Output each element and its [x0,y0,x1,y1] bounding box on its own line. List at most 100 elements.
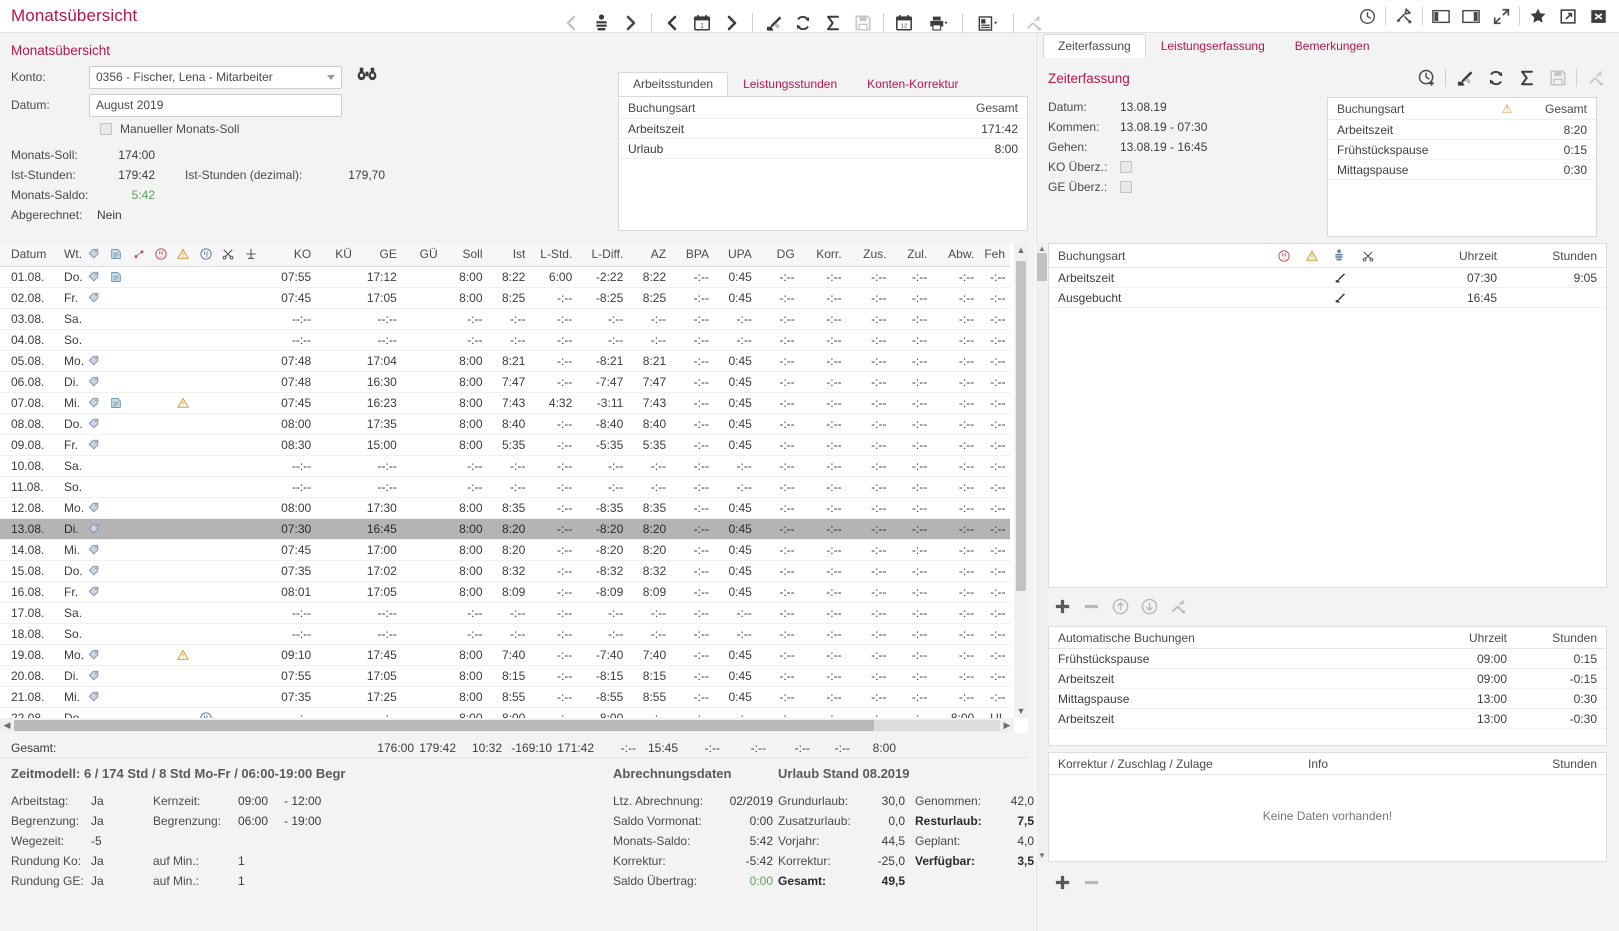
info-icon[interactable] [199,243,223,267]
overtime-checkbox[interactable] [1120,161,1132,173]
col-upa[interactable]: UPA [713,243,757,267]
remove-korrektur-icon[interactable] [1077,868,1106,896]
table-row[interactable]: Arbeitszeit 8:20 [1328,120,1596,140]
col-soll[interactable]: Soll [442,243,488,267]
scroll-right-icon[interactable]: ▶ [1003,720,1011,730]
move-up-icon[interactable] [1106,592,1135,620]
document-icon[interactable] [110,266,133,288]
warning-icon[interactable] [177,392,200,414]
tools-icon[interactable] [1389,3,1419,29]
panel-right-icon[interactable] [1456,3,1486,29]
tag-icon[interactable] [87,287,111,309]
right-panel-scrollbar[interactable]: ▲ ▼ [1036,243,1048,862]
col-zul[interactable]: Zul. [891,243,933,267]
konto-select[interactable]: 0356 - Fischer, Lena - Mitarbeiter [89,65,342,89]
table-row[interactable]: 06.08. Di. 07:48 16:30 8:00 7:47 -:-- -7:47 7:47… [0,371,1010,393]
table-row[interactable]: 09.08. Fr. 08:30 15:00 8:00 5:35 -:-- -5:35 5:35… [0,434,1010,456]
prev-month-button[interactable] [657,8,687,38]
col-l-std[interactable]: L-Std. [530,243,578,267]
close-icon[interactable] [1583,3,1613,29]
tag-icon[interactable] [87,665,111,687]
tag-icon[interactable] [87,243,111,267]
move-down-icon[interactable] [1135,592,1164,620]
tag-icon[interactable] [87,371,111,393]
settings-wrench-icon[interactable] [1164,592,1193,620]
refresh-icon[interactable] [1480,65,1511,91]
tag-icon[interactable] [87,350,111,372]
datum-input[interactable] [89,93,342,117]
binoculars-icon[interactable] [357,66,377,81]
month-grid-container[interactable]: Datum Wt. KO KÜ GE GÜ Soll Ist L-Std. L-Diff. AZ BP… [0,243,1028,733]
save-icon[interactable] [1542,65,1573,91]
plane-icon[interactable] [244,243,272,267]
next-month-button[interactable] [717,8,747,38]
manueller-monatssoll-checkbox[interactable] [100,123,112,135]
col-ko[interactable]: KO [271,243,317,267]
tag-icon[interactable] [87,266,111,288]
tag-icon[interactable] [87,413,111,435]
tag-icon[interactable] [87,539,111,561]
col-abw[interactable]: Abw. [932,243,980,267]
add-korrektur-icon[interactable] [1048,868,1077,896]
table-row[interactable]: Arbeitszeit 171:42 [619,119,1027,139]
warning-icon[interactable] [177,243,200,267]
table-row[interactable]: Mittagspause 0:30 [1328,160,1596,180]
table-row[interactable]: 11.08. So. --:-- --:-- -:-- -:-- -:-- -:-- -:-- -… [0,476,1010,498]
col-k[interactable]: KÜ [316,243,357,267]
add-booking-icon[interactable] [1048,592,1077,620]
col-zus[interactable]: Zus. [846,243,892,267]
settings-wrench-icon[interactable] [1580,65,1611,91]
calendar-day-icon[interactable]: 1 [687,8,717,38]
grid-horizontal-scrollbar[interactable]: ◀ ▶ [0,718,1014,733]
sum-sigma-button[interactable] [818,8,848,38]
panel-left-icon[interactable] [1426,3,1456,29]
tag-icon[interactable] [87,392,111,414]
table-row[interactable]: Frühstückspause 0:15 [1328,140,1596,160]
tag-icon[interactable] [87,518,111,540]
print-button[interactable] [919,8,957,38]
table-row[interactable]: 08.08. Do. 08:00 17:35 8:00 8:40 -:-- -8:40 8:40… [0,413,1010,435]
table-row[interactable]: Arbeitszeit 13:00 -0:30 [1049,709,1606,729]
overtime-checkbox[interactable] [1120,181,1132,193]
table-row[interactable]: Frühstückspause 09:00 0:15 [1049,649,1606,669]
grid-vertical-scrollbar[interactable]: ▲ ▼ [1014,243,1028,718]
clock-history-icon[interactable] [1352,3,1382,29]
tag-icon[interactable] [87,434,111,456]
tag-icon[interactable] [87,560,111,582]
table-row[interactable]: 13.08. Di. 07:30 16:45 8:00 8:20 -:-- -8:20 8:20… [0,518,1010,540]
tab-leistungserfassung[interactable]: Leistungserfassung [1160,39,1265,53]
table-row[interactable]: 01.08. Do. 07:55 17:12 8:00 8:22 6:00 -2:22 8:22… [0,266,1010,288]
table-row[interactable]: 03.08. Sa. --:-- --:-- -:-- -:-- -:-- -:-- -:-- -… [0,308,1010,330]
table-row[interactable]: Arbeitszeit 09:00 -0:15 [1049,669,1606,689]
chart-icon[interactable] [132,243,156,267]
scroll-thumb[interactable] [1016,261,1026,591]
col-az[interactable]: AZ [628,243,672,267]
col-datum[interactable]: Datum [0,243,54,267]
account-person-button[interactable] [586,8,616,38]
clock-add-icon[interactable] [1411,65,1442,91]
col-g[interactable]: GÜ [401,243,443,267]
edit-booking-icon[interactable] [1449,65,1480,91]
refresh-button[interactable] [788,8,818,38]
table-row[interactable]: 18.08. So. --:-- --:-- -:-- -:-- -:-- -:-- -:-- -… [0,623,1010,645]
table-row[interactable]: 21.08. Mi. 07:35 17:25 8:00 8:55 -:-- -8:55 8:55… [0,686,1010,708]
table-row[interactable]: Ausgebucht 16:45 [1049,288,1606,308]
settings-wrench-icon[interactable] [1019,8,1049,38]
tag-icon[interactable] [87,686,111,708]
tag-icon[interactable] [87,497,111,519]
col-korr[interactable]: Korr. [799,243,847,267]
scroll-left-icon[interactable]: ◀ [3,720,11,730]
tab-leistungsstunden[interactable]: Leistungsstunden [743,77,838,91]
table-row[interactable]: 04.08. So. --:-- --:-- -:-- -:-- -:-- -:-- -:-- -… [0,329,1010,351]
error-icon[interactable] [155,243,178,267]
popout-icon[interactable] [1553,3,1583,29]
warning-icon[interactable] [177,644,200,666]
scroll-thumb[interactable] [14,720,874,731]
col-dg[interactable]: DG [756,243,800,267]
remove-booking-icon[interactable] [1077,592,1106,620]
scroll-up-icon[interactable]: ▲ [1016,245,1026,255]
scissors-icon[interactable] [222,243,245,267]
scroll-down-icon[interactable]: ▼ [1016,706,1026,716]
table-row[interactable]: Urlaub 8:00 [619,139,1027,159]
table-row[interactable]: 07.08. Mi. 07:45 16:23 8:00 7:43 4:32 -3:11 7:43… [0,392,1010,414]
